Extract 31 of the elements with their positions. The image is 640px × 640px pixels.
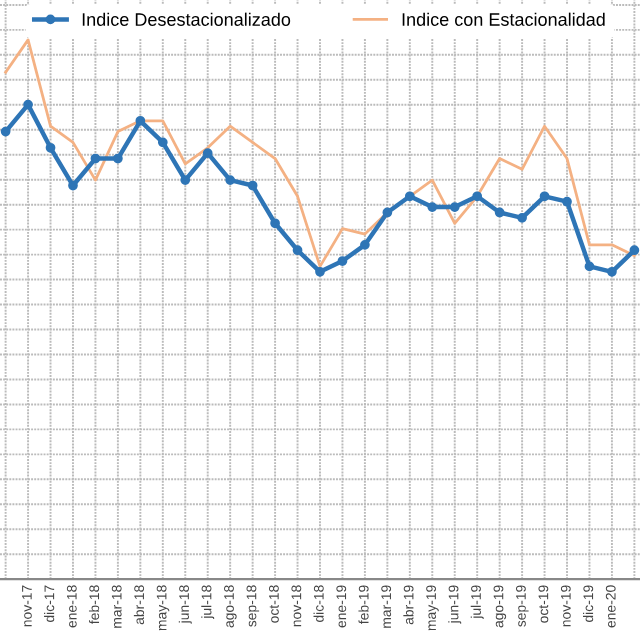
point: [45, 142, 56, 153]
point: [382, 207, 393, 218]
point: [562, 196, 572, 207]
point: [337, 256, 348, 266]
point: [629, 245, 640, 256]
point: [113, 153, 123, 164]
point: [292, 245, 303, 256]
point: [135, 115, 146, 126]
point: [225, 175, 236, 185]
point: [0, 126, 11, 137]
point: [449, 202, 460, 212]
point: [427, 202, 438, 212]
point: [315, 266, 325, 277]
point: [247, 180, 258, 191]
point: [360, 239, 370, 250]
point: [90, 153, 101, 164]
legend-label: Indice con Estacionalidad: [402, 12, 605, 26]
point: [270, 218, 280, 229]
point: [539, 191, 550, 202]
point: [494, 207, 505, 218]
point: [472, 191, 483, 202]
point: [180, 175, 191, 185]
point: [202, 148, 213, 159]
point: [404, 191, 415, 202]
point: [68, 180, 78, 191]
point: [584, 261, 595, 272]
point: [517, 213, 527, 223]
point: [607, 266, 617, 277]
legend-label: Indice Desestacionalizado: [82, 12, 291, 26]
point: [157, 137, 168, 148]
point: [23, 99, 33, 110]
